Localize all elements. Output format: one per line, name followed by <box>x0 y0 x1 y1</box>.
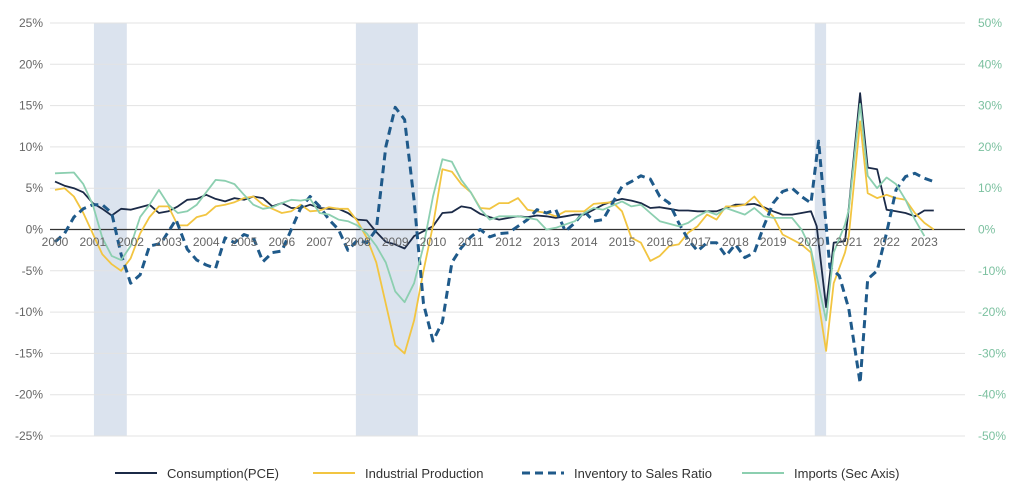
right-tick-label: -20% <box>978 305 1006 319</box>
gridlines <box>50 22 965 437</box>
right-tick-label: -40% <box>978 388 1006 402</box>
x-tick-label: 2009 <box>382 235 409 249</box>
x-tick-label: 2001 <box>79 235 106 249</box>
x-tick-label: 2014 <box>571 235 598 249</box>
left-tick-label: -10% <box>15 305 43 319</box>
left-axis: 25% 20% 15% 10% 5% 0% -5% -10% -15% -20% -25% <box>15 16 43 443</box>
left-tick-label: 15% <box>19 99 43 113</box>
left-tick-label: 0% <box>26 223 44 237</box>
x-tick-label: 2018 <box>722 235 749 249</box>
x-tick-label: 2010 <box>420 235 447 249</box>
x-tick-label: 2022 <box>873 235 900 249</box>
legend-label: Imports (Sec Axis) <box>794 466 899 481</box>
x-tick-label: 2006 <box>268 235 295 249</box>
x-tick-label: 2008 <box>344 235 371 249</box>
right-tick-label: -30% <box>978 346 1006 360</box>
right-axis: 50% 40% 30% 20% 10% 0% -10% -20% -30% -40% -50% <box>978 16 1006 443</box>
legend: Consumption(PCE) Industrial Production Inv… <box>115 466 899 481</box>
x-tick-label: 2020 <box>798 235 825 249</box>
series-line-inventory-to-sales-ratio <box>54 105 935 385</box>
left-tick-label: 25% <box>19 16 43 30</box>
left-tick-label: -20% <box>15 388 43 402</box>
x-tick-label: 2003 <box>155 235 182 249</box>
right-tick-label: 40% <box>978 57 1002 71</box>
x-tick-label: 2019 <box>760 235 787 249</box>
x-tick-label: 2005 <box>231 235 258 249</box>
right-tick-label: 50% <box>978 16 1002 30</box>
legend-label: Consumption(PCE) <box>167 466 279 481</box>
left-tick-label: 20% <box>19 57 43 71</box>
right-tick-label: -50% <box>978 429 1006 443</box>
left-tick-label: -15% <box>15 346 43 360</box>
right-tick-label: 30% <box>978 99 1002 113</box>
left-tick-label: -5% <box>22 264 44 278</box>
x-tick-label: 2011 <box>458 235 484 249</box>
x-tick-label: 2007 <box>306 235 333 249</box>
left-tick-label: 5% <box>26 181 44 195</box>
series-line-consumption-pce <box>54 92 934 308</box>
right-tick-label: 20% <box>978 140 1002 154</box>
series-lines <box>54 92 935 385</box>
left-tick-label: -25% <box>15 429 43 443</box>
x-tick-label: 2000 <box>42 235 69 249</box>
x-tick-label: 2021 <box>835 235 862 249</box>
x-tick-label: 2015 <box>609 235 636 249</box>
x-axis: 2000 2001 2002 2003 2004 2005 2006 2007 2008 2009… <box>42 235 938 249</box>
series-line-imports-sec-axis <box>54 103 926 322</box>
x-tick-label: 2004 <box>193 235 220 249</box>
x-tick-label: 2002 <box>117 235 144 249</box>
right-tick-label: 10% <box>978 181 1002 195</box>
right-tick-label: -10% <box>978 264 1006 278</box>
right-tick-label: 0% <box>978 223 996 237</box>
x-tick-label: 2023 <box>911 235 938 249</box>
x-tick-label: 2012 <box>495 235 522 249</box>
x-tick-label: 2013 <box>533 235 560 249</box>
x-tick-label: 2016 <box>646 235 673 249</box>
legend-label: Inventory to Sales Ratio <box>574 466 712 481</box>
left-tick-label: 10% <box>19 140 43 154</box>
x-tick-label: 2017 <box>684 235 711 249</box>
legend-label: Industrial Production <box>365 466 484 481</box>
